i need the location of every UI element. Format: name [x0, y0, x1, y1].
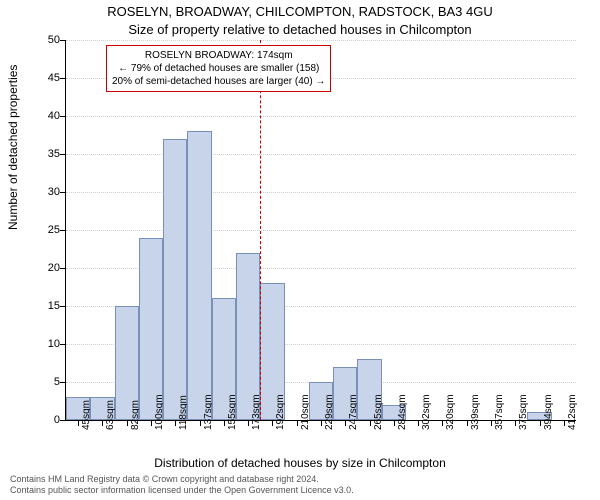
- y-tick-label: 15: [48, 300, 60, 312]
- annotation-line-2: ← 79% of detached houses are smaller (15…: [112, 62, 325, 75]
- x-tick: [540, 420, 541, 426]
- footer-line-1: Contains HM Land Registry data © Crown c…: [10, 474, 590, 485]
- x-tick: [418, 420, 419, 426]
- y-tick: [60, 268, 66, 269]
- y-tick: [60, 40, 66, 41]
- x-tick: [175, 420, 176, 426]
- x-tick: [102, 420, 103, 426]
- plot-area: 0510152025303540455045sqm63sqm82sqm100sq…: [65, 40, 576, 421]
- x-tick: [442, 420, 443, 426]
- x-tick-label: 339sqm: [470, 394, 481, 430]
- footer-line-2: Contains public sector information licen…: [10, 485, 590, 496]
- y-tick: [60, 116, 66, 117]
- gridline: [66, 230, 576, 231]
- x-tick: [297, 420, 298, 426]
- x-tick-label: 302sqm: [421, 394, 432, 430]
- x-tick-label: 412sqm: [567, 394, 578, 430]
- x-tick: [467, 420, 468, 426]
- gridline: [66, 40, 576, 41]
- x-tick-label: 192sqm: [275, 394, 286, 430]
- y-tick-label: 25: [48, 224, 60, 236]
- annotation-box: ROSELYN BROADWAY: 174sqm← 79% of detache…: [106, 45, 331, 92]
- y-tick: [60, 154, 66, 155]
- y-tick: [60, 344, 66, 345]
- x-tick: [515, 420, 516, 426]
- x-tick-label: 284sqm: [397, 394, 408, 430]
- chart-supertitle: ROSELYN, BROADWAY, CHILCOMPTON, RADSTOCK…: [0, 4, 600, 19]
- x-tick: [78, 420, 79, 426]
- y-tick-label: 0: [54, 414, 60, 426]
- y-tick: [60, 382, 66, 383]
- x-tick-label: 394sqm: [543, 394, 554, 430]
- y-tick-label: 5: [54, 376, 60, 388]
- histogram-bar: [139, 238, 163, 420]
- histogram-bar: [187, 131, 211, 420]
- x-tick: [272, 420, 273, 426]
- x-axis-label: Distribution of detached houses by size …: [0, 456, 600, 470]
- footer-attribution: Contains HM Land Registry data © Crown c…: [10, 474, 590, 496]
- y-tick-label: 35: [48, 148, 60, 160]
- y-tick: [60, 78, 66, 79]
- y-tick-label: 45: [48, 72, 60, 84]
- y-tick: [60, 420, 66, 421]
- chart-title: Size of property relative to detached ho…: [0, 22, 600, 37]
- annotation-line-3: 20% of semi-detached houses are larger (…: [112, 75, 325, 88]
- y-tick-label: 50: [48, 34, 60, 46]
- y-tick: [60, 230, 66, 231]
- gridline: [66, 154, 576, 155]
- x-tick: [248, 420, 249, 426]
- annotation-line-1: ROSELYN BROADWAY: 174sqm: [112, 49, 325, 62]
- x-tick: [200, 420, 201, 426]
- reference-line: [260, 40, 261, 420]
- y-tick-label: 30: [48, 186, 60, 198]
- y-tick-label: 40: [48, 110, 60, 122]
- x-tick: [345, 420, 346, 426]
- x-tick: [394, 420, 395, 426]
- x-tick: [491, 420, 492, 426]
- x-tick: [321, 420, 322, 426]
- y-tick: [60, 306, 66, 307]
- x-tick: [564, 420, 565, 426]
- y-tick: [60, 192, 66, 193]
- y-axis-label: Number of detached properties: [6, 65, 20, 230]
- x-tick: [370, 420, 371, 426]
- histogram-bar: [163, 139, 187, 420]
- x-tick: [151, 420, 152, 426]
- gridline: [66, 116, 576, 117]
- gridline: [66, 192, 576, 193]
- y-tick-label: 20: [48, 262, 60, 274]
- x-tick-label: 357sqm: [494, 394, 505, 430]
- x-tick: [127, 420, 128, 426]
- y-tick-label: 10: [48, 338, 60, 350]
- x-tick: [224, 420, 225, 426]
- x-tick-label: 320sqm: [445, 394, 456, 430]
